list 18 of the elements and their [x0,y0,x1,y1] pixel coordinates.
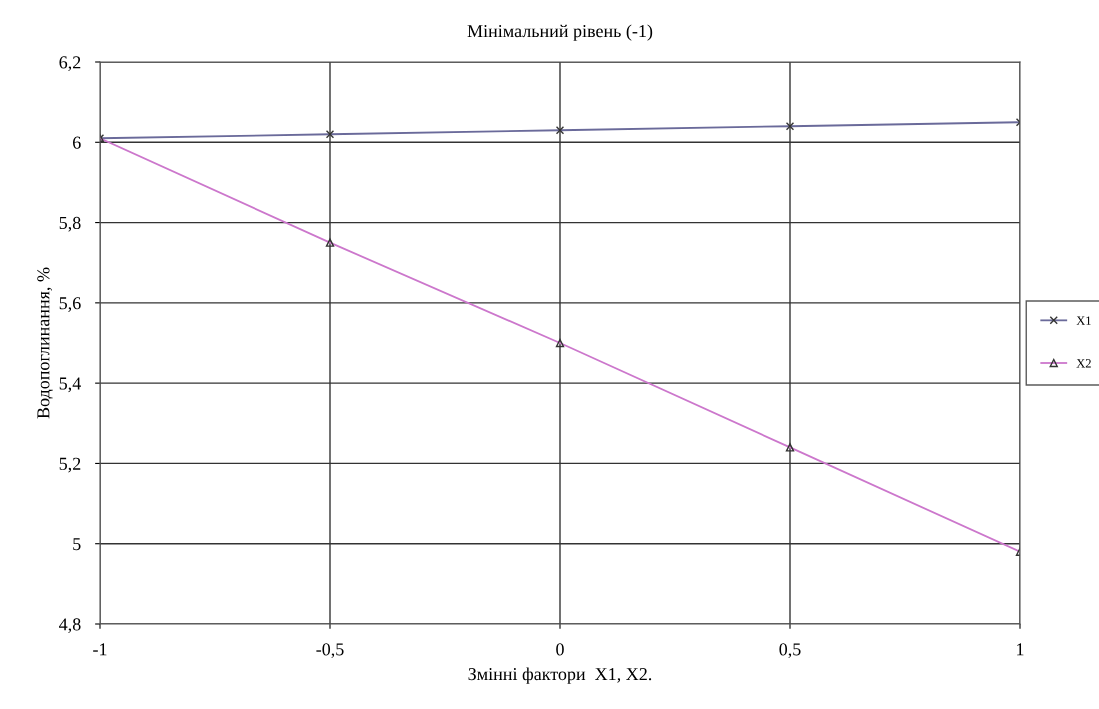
x-tick-label: 1 [1017,643,1024,656]
y-tick-label: 6 [73,136,81,149]
y-tick-label: 5 [73,538,81,551]
y-tick-label: 5,4 [59,377,81,393]
chart-title: Мінімальний рівень (-1) [467,24,653,41]
legend-label: X1 [1076,316,1091,325]
legend-label: X2 [1076,359,1091,368]
y-tick-label: 4,8 [59,618,81,634]
x-tick-label: 0,5 [779,643,801,659]
x-axis-title: Змінні фактори X1, X2. [468,667,652,684]
x-tick-label: 0 [556,643,564,656]
y-tick-label: 6,2 [59,56,81,72]
x-tick-label: -0,5 [316,643,344,659]
y-tick-label: 5,8 [59,216,81,232]
y-tick-label: 5,6 [59,297,81,312]
x-tick-label: -1 [93,643,107,656]
y-axis-title: Водопоглинання, % [37,267,53,419]
y-tick-label: 5,2 [59,457,81,473]
